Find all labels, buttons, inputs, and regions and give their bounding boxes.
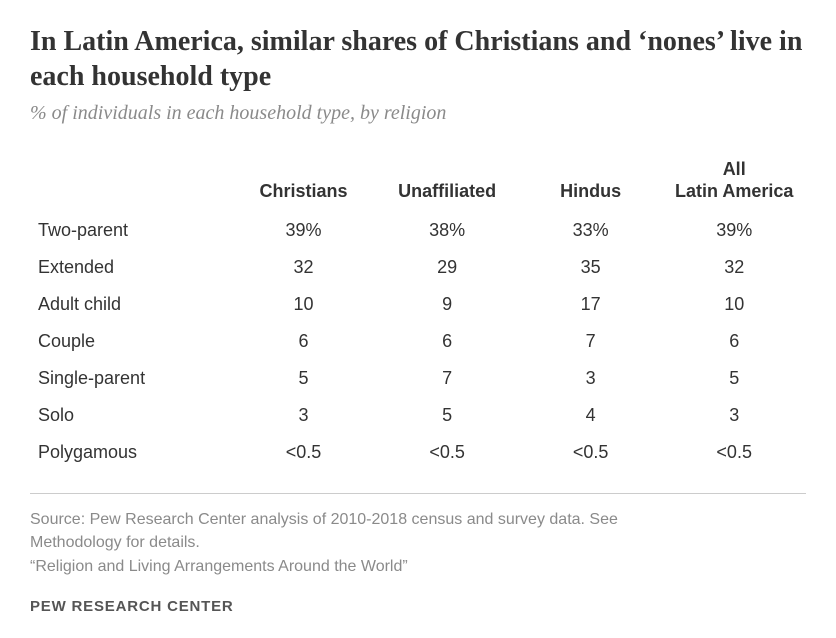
row-label: Extended xyxy=(30,249,232,286)
figure-subtitle: % of individuals in each household type,… xyxy=(30,102,806,125)
cell: 6 xyxy=(232,323,376,360)
cell: 6 xyxy=(662,323,806,360)
cell: 39% xyxy=(662,212,806,249)
col-header-christians: Christians xyxy=(232,153,376,212)
cell: 17 xyxy=(519,286,663,323)
row-label: Adult child xyxy=(30,286,232,323)
table-header-row: Christians Unaffiliated Hindus AllLatin … xyxy=(30,153,806,212)
cell: 33% xyxy=(519,212,663,249)
footer-source-line1: Source: Pew Research Center analysis of … xyxy=(30,508,806,531)
table-row: Single-parent 5 7 3 5 xyxy=(30,360,806,397)
figure-container: In Latin America, similar shares of Chri… xyxy=(0,0,836,638)
table-row: Extended 32 29 35 32 xyxy=(30,249,806,286)
footer-note: “Religion and Living Arrangements Around… xyxy=(30,555,806,578)
cell: 10 xyxy=(662,286,806,323)
col-header-blank xyxy=(30,153,232,212)
data-table: Christians Unaffiliated Hindus AllLatin … xyxy=(30,153,806,471)
cell: 5 xyxy=(662,360,806,397)
cell: 39% xyxy=(232,212,376,249)
cell: <0.5 xyxy=(375,434,519,471)
row-label: Polygamous xyxy=(30,434,232,471)
footer-brand: PEW RESEARCH CENTER xyxy=(30,596,806,618)
col-header-all-latam: AllLatin America xyxy=(662,153,806,212)
cell: <0.5 xyxy=(519,434,663,471)
cell: <0.5 xyxy=(232,434,376,471)
table-row: Two-parent 39% 38% 33% 39% xyxy=(30,212,806,249)
cell: 4 xyxy=(519,397,663,434)
cell: 29 xyxy=(375,249,519,286)
table-row: Polygamous <0.5 <0.5 <0.5 <0.5 xyxy=(30,434,806,471)
col-header-unaffiliated: Unaffiliated xyxy=(375,153,519,212)
cell: 3 xyxy=(519,360,663,397)
table-body: Two-parent 39% 38% 33% 39% Extended 32 2… xyxy=(30,212,806,471)
figure-title: In Latin America, similar shares of Chri… xyxy=(30,24,806,94)
cell: 32 xyxy=(662,249,806,286)
row-label: Two-parent xyxy=(30,212,232,249)
col-header-hindus: Hindus xyxy=(519,153,663,212)
cell: 10 xyxy=(232,286,376,323)
row-label: Solo xyxy=(30,397,232,434)
table-row: Couple 6 6 7 6 xyxy=(30,323,806,360)
cell: 6 xyxy=(375,323,519,360)
cell: 7 xyxy=(519,323,663,360)
cell: 9 xyxy=(375,286,519,323)
table-row: Adult child 10 9 17 10 xyxy=(30,286,806,323)
cell: 7 xyxy=(375,360,519,397)
row-label: Couple xyxy=(30,323,232,360)
table-row: Solo 3 5 4 3 xyxy=(30,397,806,434)
cell: 3 xyxy=(232,397,376,434)
cell: 5 xyxy=(232,360,376,397)
cell: 38% xyxy=(375,212,519,249)
row-label: Single-parent xyxy=(30,360,232,397)
cell: <0.5 xyxy=(662,434,806,471)
cell: 35 xyxy=(519,249,663,286)
footer-source-line2: Methodology for details. xyxy=(30,531,806,554)
cell: 5 xyxy=(375,397,519,434)
cell: 3 xyxy=(662,397,806,434)
cell: 32 xyxy=(232,249,376,286)
figure-footer: Source: Pew Research Center analysis of … xyxy=(30,493,806,617)
